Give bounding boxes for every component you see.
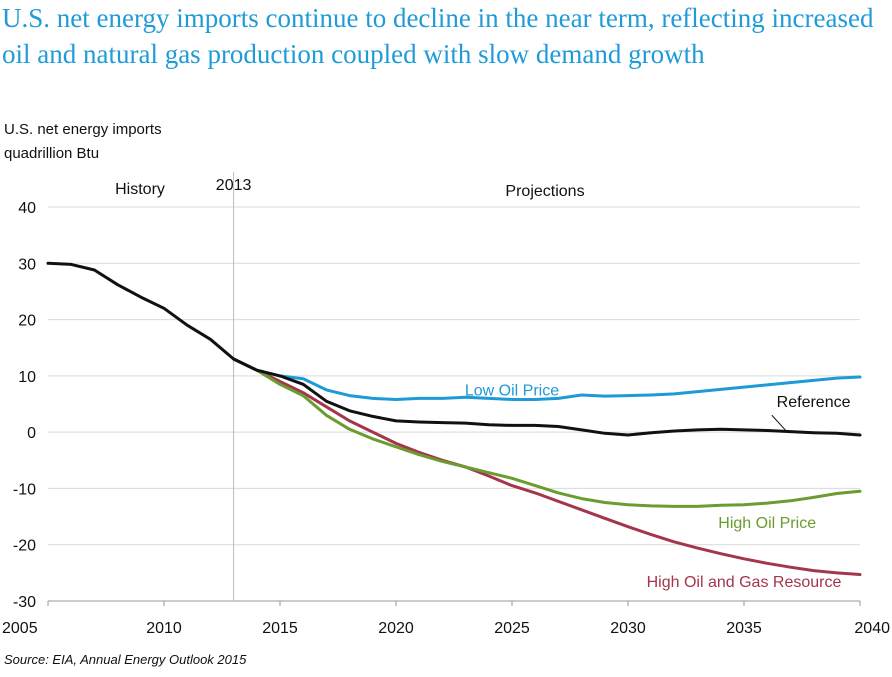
- series-label-reference: Reference: [777, 394, 851, 411]
- divider-year-label: 2013: [216, 177, 252, 194]
- series-label-low-oil-price: Low Oil Price: [465, 383, 559, 400]
- units-label: quadrillion Btu: [4, 145, 100, 162]
- x-tick-label: 2040: [854, 620, 890, 637]
- y-tick-label: -30: [13, 594, 36, 611]
- source-note: Source: EIA, Annual Energy Outlook 2015: [4, 652, 247, 667]
- y-tick-label: 20: [18, 313, 36, 330]
- series-line-high-oil-price: [232, 357, 862, 508]
- series-label-high-oil-price: High Oil Price: [718, 515, 816, 532]
- x-tick-label: 2020: [378, 620, 414, 637]
- headline: U.S. net energy imports continue to decl…: [2, 3, 874, 69]
- x-axis-ticks: 2005 2010 2015 2020 2025 2030 2035 2040: [2, 601, 890, 637]
- series-line-reference: [46, 261, 862, 437]
- x-tick-label: 2030: [610, 620, 646, 637]
- series-line-low-oil-price: [232, 357, 862, 401]
- x-tick-label: 2025: [494, 620, 530, 637]
- x-tick-label: 2035: [726, 620, 762, 637]
- series-lines: [46, 261, 862, 576]
- y-tick-label: 10: [18, 369, 36, 386]
- x-tick-label: 2010: [146, 620, 182, 637]
- history-label: History: [115, 181, 165, 198]
- reference-label-leader: [771, 414, 787, 431]
- y-tick-label: 30: [18, 256, 36, 273]
- gridlines: [48, 206, 860, 602]
- x-tick-label: 2005: [2, 620, 38, 637]
- x-tick-label: 2015: [262, 620, 298, 637]
- series-labels: Low Oil Price Reference High Oil Price High…: [465, 383, 851, 591]
- y-tick-label: -20: [13, 538, 36, 555]
- projections-label: Projections: [505, 183, 584, 200]
- chart-title: U.S. net energy imports: [4, 121, 162, 138]
- series-label-high-oil-and-gas-resource: High Oil and Gas Resource: [647, 574, 842, 591]
- y-tick-label: 40: [18, 200, 36, 217]
- series-line-high-oil-and-gas-resource: [232, 357, 862, 576]
- y-tick-label: -10: [13, 481, 36, 498]
- y-axis-ticks: 40 30 20 10 0 -10 -20 -30: [13, 200, 36, 611]
- y-tick-label: 0: [27, 425, 36, 442]
